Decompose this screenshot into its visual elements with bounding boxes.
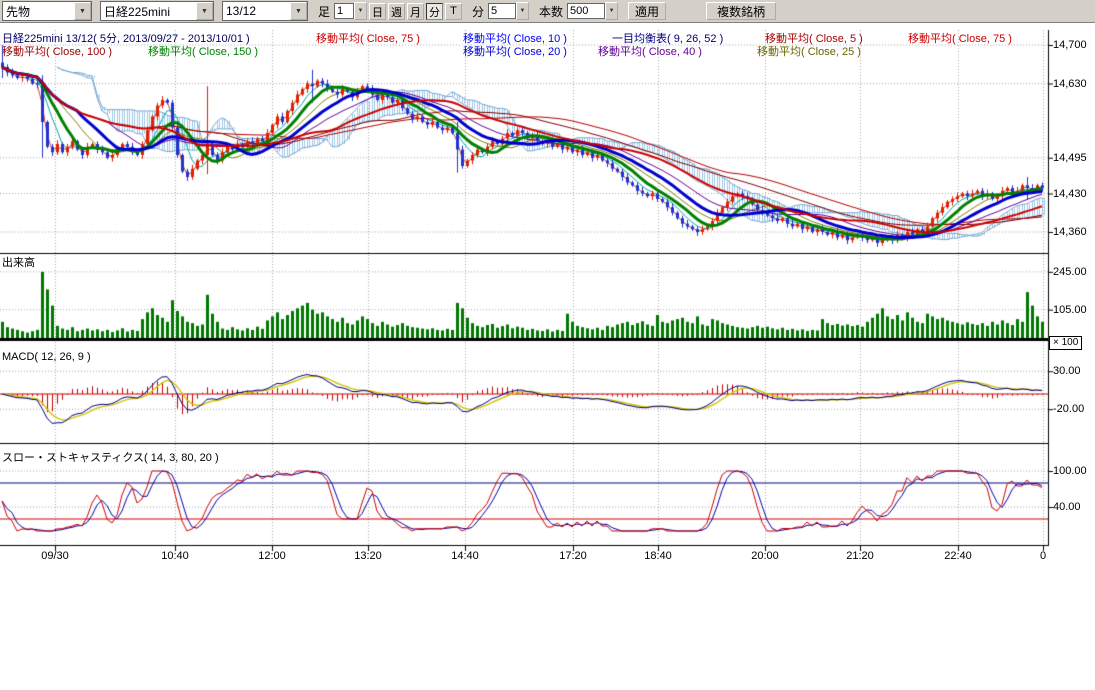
toolbar: 先物 ▼ 日経225mini ▼ 13/12 ▼ 足 ▼ 日 週 月 分 T 分… — [0, 0, 1095, 23]
symbol-value: 日経225mini — [104, 4, 171, 19]
legend-ma5: 移動平均( Close, 5 ) — [765, 33, 863, 45]
chart-canvas[interactable] — [0, 0, 1095, 575]
macd-axis-label: -20.00 — [1053, 403, 1085, 415]
price-axis-label: 14,630 — [1053, 78, 1087, 90]
symbol-dropdown[interactable]: 日経225mini ▼ — [100, 1, 214, 21]
volume-multiplier-badge: × 100 — [1049, 336, 1083, 350]
time-axis-label: 18:40 — [644, 550, 672, 562]
price-axis-label: 14,430 — [1053, 188, 1087, 200]
legend-ma150: 移動平均( Close, 150 ) — [148, 46, 259, 58]
time-axis-label: 13:20 — [354, 550, 382, 562]
volume-axis-label: 245.00 — [1053, 266, 1087, 278]
time-axis-label: 22:40 — [944, 550, 972, 562]
chevron-down-icon[interactable]: ▼ — [196, 2, 213, 20]
minute-input[interactable] — [488, 3, 517, 19]
stoch-axis-label: 40.00 — [1053, 501, 1081, 513]
contract-value: 13/12 — [226, 4, 257, 18]
period-button-day[interactable]: 日 — [369, 2, 387, 20]
spinner-icon[interactable]: ▼ — [354, 2, 368, 20]
legend-ma40: 移動平均( Close, 40 ) — [598, 46, 702, 58]
legend-ma20: 移動平均( Close, 20 ) — [463, 46, 567, 58]
time-axis-label: 20:00 — [751, 550, 779, 562]
price-axis-label: 14,360 — [1053, 226, 1087, 238]
spinner-icon[interactable]: ▼ — [516, 2, 530, 20]
bar-value-input[interactable] — [334, 3, 355, 19]
time-axis-label: 0 — [1039, 550, 1047, 562]
time-axis-label: 09/30 — [41, 550, 69, 562]
time-axis-label: 10:40 — [161, 550, 189, 562]
apply-button[interactable]: 適用 — [628, 2, 667, 20]
period-button-minute[interactable]: 分 — [426, 2, 444, 20]
bar-count-label: 本数 — [539, 4, 564, 19]
time-axis-label: 17:20 — [559, 550, 587, 562]
stoch-panel-label: スロー・ストキャスティクス( 14, 3, 80, 20 ) — [2, 452, 219, 464]
volume-panel-label: 出来高 — [2, 257, 35, 269]
period-button-week[interactable]: 週 — [388, 2, 406, 20]
time-axis-label: 12:00 — [258, 550, 286, 562]
instrument-value: 先物 — [6, 4, 31, 19]
legend-ma75: 移動平均( Close, 75 ) — [316, 33, 420, 45]
legend-ma25: 移動平均( Close, 25 ) — [757, 46, 861, 58]
legend-ichimoku: 一目均衡表( 9, 26, 52 ) — [612, 33, 724, 45]
instrument-dropdown[interactable]: 先物 ▼ — [2, 1, 92, 21]
legend-ma10: 移動平均( Close, 10 ) — [463, 33, 567, 45]
time-axis-label: 14:40 — [451, 550, 479, 562]
chart-title: 日経225mini 13/12( 5分, 2013/09/27 - 2013/1… — [2, 33, 250, 45]
macd-axis-label: 30.00 — [1053, 365, 1081, 377]
spinner-icon[interactable]: ▼ — [605, 2, 619, 20]
price-axis-label: 14,495 — [1053, 152, 1087, 164]
stoch-axis-label: 100.00 — [1053, 465, 1087, 477]
minute-label: 分 — [472, 4, 485, 19]
macd-panel-label: MACD( 12, 26, 9 ) — [2, 351, 91, 363]
chevron-down-icon[interactable]: ▼ — [290, 2, 307, 20]
bar-count-input[interactable] — [567, 3, 606, 19]
chevron-down-icon[interactable]: ▼ — [74, 2, 91, 20]
bar-type-label: 足 — [318, 4, 331, 19]
time-axis-label: 21:20 — [846, 550, 874, 562]
legend-ma100: 移動平均( Close, 100 ) — [2, 46, 113, 58]
period-button-month[interactable]: 月 — [407, 2, 425, 20]
legend-ma75b: 移動平均( Close, 75 ) — [908, 33, 1012, 45]
contract-dropdown[interactable]: 13/12 ▼ — [222, 1, 308, 21]
multi-symbol-button[interactable]: 複数銘柄 — [706, 2, 777, 20]
volume-axis-label: 105.00 — [1053, 304, 1087, 316]
period-button-tick[interactable]: T — [445, 2, 463, 20]
price-axis-label: 14,700 — [1053, 39, 1087, 51]
